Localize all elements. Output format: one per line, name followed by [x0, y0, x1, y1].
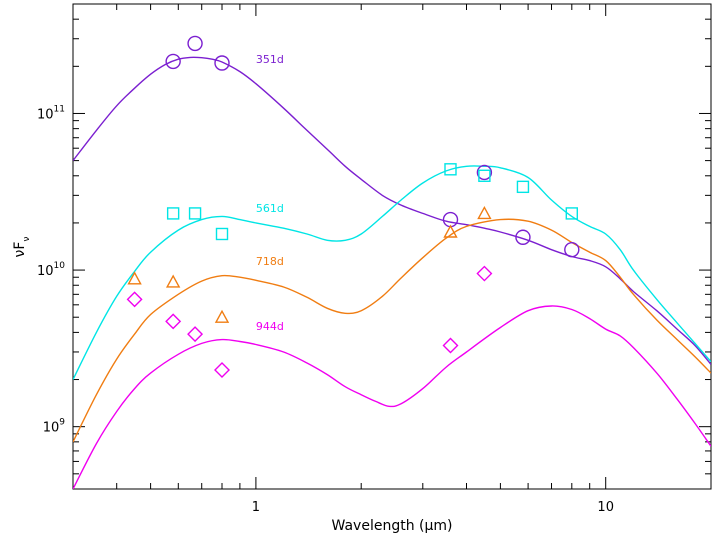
- y-axis-title-main: νF: [12, 242, 28, 258]
- x-tick-label: 10: [597, 500, 614, 515]
- model-curves: [73, 57, 711, 489]
- y-tick-label-base: 10: [43, 421, 60, 436]
- x-tick-label: 1: [252, 500, 260, 515]
- y-tick-label-base: 10: [37, 264, 54, 279]
- data-point-944d: [443, 338, 457, 352]
- data-point-944d: [128, 292, 142, 306]
- y-tick-label-exponent: 9: [59, 418, 65, 428]
- series-curve-561d: [73, 166, 711, 380]
- series-curve-718d: [73, 219, 711, 442]
- data-point-351d: [565, 243, 579, 257]
- data-point-718d: [129, 273, 141, 284]
- data-point-718d: [478, 207, 490, 218]
- series-label-351d: 351d: [256, 53, 284, 66]
- y-axis-title: νFν: [12, 237, 32, 258]
- series-label-718d: 718d: [256, 255, 284, 268]
- data-point-351d: [188, 36, 202, 50]
- y-tick-label: 109: [43, 418, 66, 436]
- plot-frame: [73, 4, 711, 489]
- data-point-561d: [217, 228, 228, 239]
- y-axis-title-subscript: ν: [22, 237, 32, 242]
- series-label-561d: 561d: [256, 202, 284, 215]
- data-point-561d: [190, 208, 201, 219]
- data-point-718d: [167, 276, 179, 287]
- series-curve-944d: [73, 306, 711, 489]
- data-point-944d: [188, 327, 202, 341]
- x-axis-title: Wavelength (μm): [332, 518, 453, 534]
- y-tick-label-exponent: 11: [54, 104, 65, 114]
- y-tick-label: 1011: [37, 104, 65, 122]
- series-label-944d: 944d: [256, 320, 284, 333]
- data-point-944d: [166, 314, 180, 328]
- observed-points: [128, 36, 579, 377]
- data-point-718d: [216, 311, 228, 322]
- data-point-561d: [168, 208, 179, 219]
- y-tick-label-base: 10: [37, 107, 54, 122]
- data-point-944d: [215, 363, 229, 377]
- data-point-351d: [443, 213, 457, 227]
- y-tick-label: 1010: [37, 261, 65, 279]
- data-point-351d: [215, 56, 229, 70]
- data-point-561d: [517, 181, 528, 192]
- y-tick-label-exponent: 10: [54, 261, 66, 271]
- data-point-944d: [477, 267, 491, 281]
